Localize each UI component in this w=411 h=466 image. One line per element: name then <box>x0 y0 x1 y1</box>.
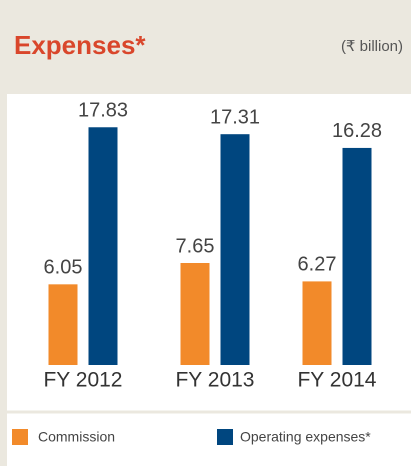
bar <box>302 281 332 365</box>
legend-swatch <box>217 429 233 445</box>
value-label: 7.65 <box>176 235 215 257</box>
bar <box>88 127 118 366</box>
bar <box>180 263 210 365</box>
x-tick-label: FY 2013 <box>175 369 254 392</box>
value-label: 16.28 <box>332 120 382 142</box>
unit-label: (₹ billion) <box>341 38 403 55</box>
value-label: 17.31 <box>210 106 260 128</box>
chart-title: Expenses* <box>14 30 146 60</box>
x-tick-label: FY 2014 <box>297 369 376 392</box>
bar <box>48 284 78 365</box>
legend-label: Operating expenses* <box>240 429 371 445</box>
value-label: 17.83 <box>78 100 128 122</box>
value-label: 6.27 <box>298 254 337 276</box>
legend-label: Commission <box>38 429 115 445</box>
x-tick-label: FY 2012 <box>43 369 122 392</box>
bar <box>342 147 372 365</box>
value-label: 6.05 <box>44 257 83 279</box>
bar <box>220 134 250 365</box>
legend-swatch <box>12 429 28 445</box>
